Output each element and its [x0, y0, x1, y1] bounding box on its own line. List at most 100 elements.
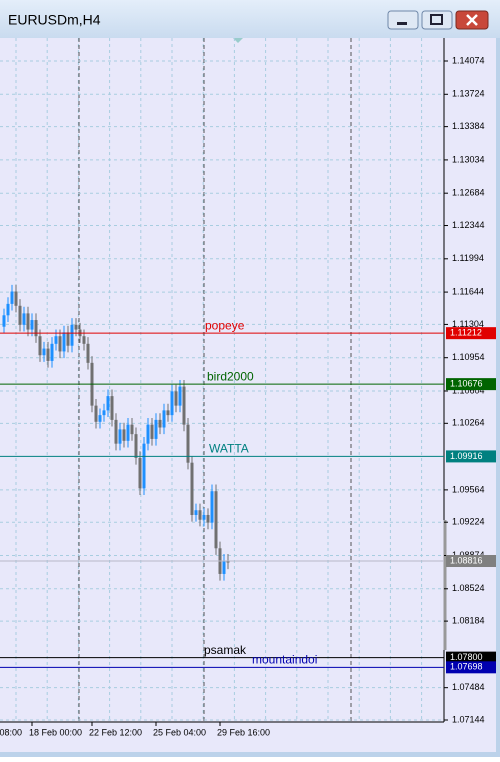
- y-tick-label: 1.10954: [452, 352, 485, 362]
- candle-body: [110, 396, 114, 420]
- candle-body: [226, 560, 230, 563]
- y-tick-label: 1.11994: [452, 253, 484, 263]
- candle-body: [58, 336, 62, 352]
- candle-body: [134, 434, 138, 458]
- candle-body: [182, 386, 186, 425]
- level-price: 1.07800: [450, 652, 483, 662]
- y-tick-label: 1.07144: [452, 714, 485, 724]
- candle-body: [142, 443, 146, 489]
- candle-body: [6, 303, 10, 316]
- candle-body: [162, 410, 166, 428]
- candle-body: [222, 560, 226, 574]
- level-price: 1.09916: [450, 451, 483, 461]
- candle-body: [10, 291, 14, 304]
- minimize-button[interactable]: [387, 10, 419, 30]
- level-price-box: [446, 450, 496, 463]
- level-price: 1.07698: [450, 662, 483, 672]
- candle-body: [210, 491, 214, 523]
- y-tick-label: 1.11644: [452, 286, 484, 296]
- x-tick-label: 22 Feb 12:00: [89, 727, 142, 737]
- candle-body: [26, 313, 30, 330]
- level-name: popeye: [205, 318, 245, 332]
- y-tick-label: 1.12684: [452, 188, 485, 198]
- y-tick-label: 1.09224: [452, 517, 485, 527]
- candle-body: [50, 343, 54, 361]
- maximize-button[interactable]: [421, 10, 453, 30]
- level-price: 1.11212: [450, 328, 482, 338]
- level-price-box: [446, 661, 496, 674]
- candle-body: [30, 320, 34, 330]
- candle-body: [74, 324, 78, 330]
- candle-body: [38, 336, 42, 356]
- level-name: psamak: [204, 643, 247, 657]
- level-price: 1.10676: [450, 379, 483, 389]
- candle-body: [214, 491, 218, 549]
- candle-body: [166, 410, 170, 416]
- level-name: WATTA: [209, 442, 249, 456]
- y-tick-label: 1.10264: [452, 418, 485, 428]
- y-tick-label: 1.07484: [452, 682, 485, 692]
- candle-body: [194, 510, 198, 515]
- candle-body: [22, 313, 26, 325]
- y-tick-label: 1.13384: [452, 121, 485, 131]
- candle-body: [202, 514, 206, 520]
- level-name: bird2000: [207, 369, 254, 383]
- candle-body: [98, 415, 102, 422]
- candle-body: [146, 424, 150, 444]
- candle-body: [54, 336, 58, 344]
- y-tick-label: 1.08184: [452, 615, 485, 625]
- x-tick-label: 18 Feb 00:00: [29, 727, 82, 737]
- candle-body: [94, 405, 98, 422]
- y-tick-label: 1.12344: [452, 220, 485, 230]
- candle-body: [178, 386, 182, 406]
- candle-body: [154, 419, 158, 439]
- candle-body: [66, 332, 70, 346]
- level-name: mountaindoi: [252, 652, 317, 666]
- level-price-box: [446, 378, 496, 391]
- candle-body: [34, 320, 38, 337]
- candle-body: [186, 424, 190, 463]
- chart-area: [0, 38, 496, 752]
- window-title: EURUSDm,H4: [8, 12, 101, 28]
- minimize-icon: [397, 22, 407, 25]
- candle-body: [18, 305, 22, 325]
- maximize-icon: [430, 14, 443, 25]
- y-tick-label: 1.08874: [452, 550, 485, 560]
- candle-body: [42, 348, 46, 356]
- y-tick-label: 1.09564: [452, 484, 485, 494]
- candle-body: [158, 419, 162, 428]
- candle-body: [126, 424, 130, 441]
- candle-body: [46, 348, 50, 361]
- candle-body: [2, 315, 6, 327]
- candle-body: [130, 424, 134, 435]
- candle-body: [70, 324, 74, 346]
- y-tick-label: 1.10604: [452, 385, 485, 395]
- candle-body: [86, 343, 90, 363]
- y-tick-label: 1.11304: [452, 319, 484, 329]
- candle-body: [82, 336, 86, 344]
- candle-body: [174, 391, 178, 406]
- x-tick-label: 25 Feb 04:00: [153, 727, 206, 737]
- x-tick-label: 08:00: [0, 727, 22, 737]
- candle-body: [190, 462, 194, 515]
- candle-body: [114, 419, 118, 444]
- y-tick-label: 1.13034: [452, 154, 485, 164]
- bid-price: 1.08816: [450, 555, 483, 565]
- candle-body: [206, 514, 210, 523]
- candle-body: [198, 510, 202, 520]
- y-tick-label: 1.08524: [452, 583, 485, 593]
- y-tick-label: 1.14074: [452, 55, 485, 65]
- shift-marker: [233, 38, 243, 43]
- candle-body: [170, 391, 174, 416]
- vertical-grid: [15, 38, 423, 722]
- candle-body: [138, 457, 142, 489]
- candle-body: [62, 332, 66, 352]
- level-price-box: [446, 651, 496, 664]
- candle-body: [122, 429, 126, 441]
- candle-body: [118, 429, 122, 444]
- bid-price-box: [446, 555, 496, 568]
- level-price-box: [446, 327, 496, 340]
- x-tick-label: 29 Feb 16:00: [217, 727, 270, 737]
- close-icon: [466, 14, 478, 26]
